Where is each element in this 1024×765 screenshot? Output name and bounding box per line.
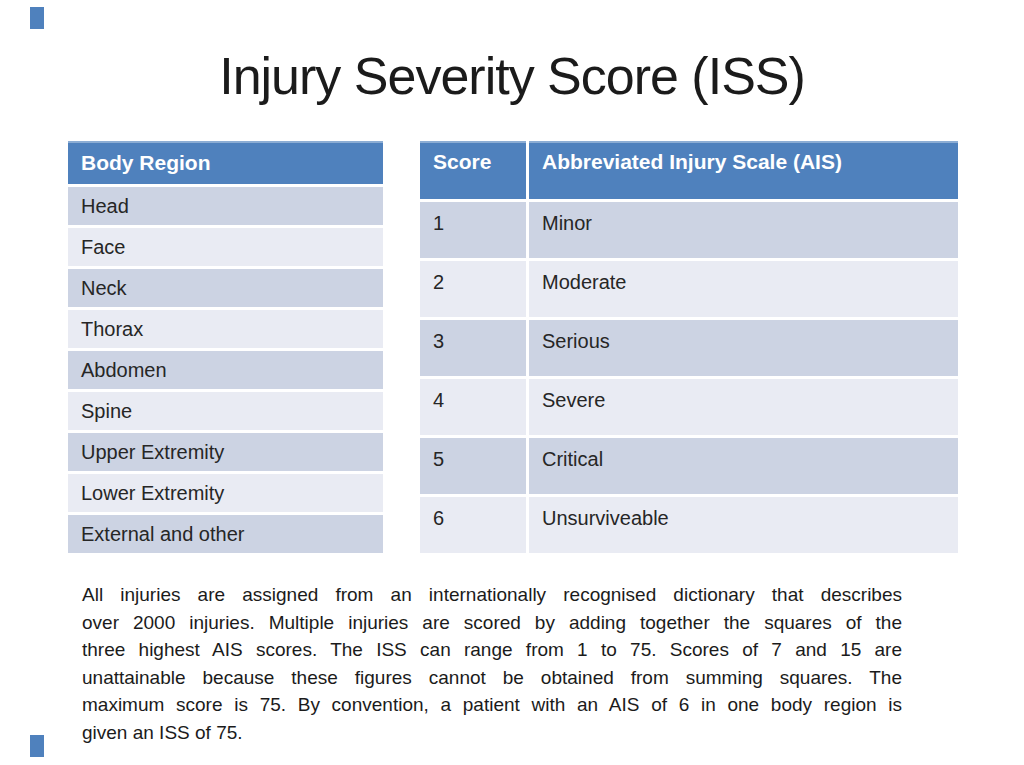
ais-severity-cell: Critical	[529, 438, 958, 494]
body-region-table-rows: HeadFaceNeckThoraxAbdomenSpineUpper Extr…	[68, 187, 383, 553]
ais-score-cell: 6	[420, 497, 526, 553]
ais-score-table: Score Abbreviated Injury Scale (AIS) 1Mi…	[420, 141, 958, 553]
slide-decoration-bar-top-left	[30, 7, 44, 29]
ais-score-row: 6Unsurviveable	[420, 497, 958, 553]
slide-title: Injury Severity Score (ISS)	[0, 46, 1024, 106]
body-region-row: External and other	[68, 515, 383, 553]
body-region-row: Head	[68, 187, 383, 225]
ais-score-cell: 2	[420, 261, 526, 317]
body-region-table: Body Region HeadFaceNeckThoraxAbdomenSpi…	[68, 141, 383, 553]
ais-score-cell: 1	[420, 202, 526, 258]
body-region-table-header: Body Region	[68, 141, 383, 184]
ais-severity-cell: Unsurviveable	[529, 497, 958, 553]
ais-score-row: 2Moderate	[420, 261, 958, 317]
ais-score-row: 4Severe	[420, 379, 958, 435]
ais-severity-cell: Minor	[529, 202, 958, 258]
slide-decoration-bar-bottom-left	[30, 735, 44, 757]
ais-score-row: 5Critical	[420, 438, 958, 494]
description-line: All injuries are assigned from an intern…	[82, 581, 902, 609]
ais-score-table-header-row: Score Abbreviated Injury Scale (AIS)	[420, 141, 958, 199]
ais-score-row: 3Serious	[420, 320, 958, 376]
ais-score-cell: 4	[420, 379, 526, 435]
description-line: over 2000 injuries. Multiple injuries ar…	[82, 609, 902, 637]
description-line: maximum score is 75. By convention, a pa…	[82, 691, 902, 719]
body-region-row: Spine	[68, 392, 383, 430]
ais-score-cell: 5	[420, 438, 526, 494]
ais-score-cell: 3	[420, 320, 526, 376]
body-region-row: Thorax	[68, 310, 383, 348]
body-region-row: Abdomen	[68, 351, 383, 389]
ais-score-row: 1Minor	[420, 202, 958, 258]
ais-scale-header-cell: Abbreviated Injury Scale (AIS)	[529, 141, 958, 199]
description-line: unattainable because these figures canno…	[82, 664, 902, 692]
ais-score-table-rows: 1Minor2Moderate3Serious4Severe5Critical6…	[420, 202, 958, 553]
body-region-row: Neck	[68, 269, 383, 307]
ais-severity-cell: Serious	[529, 320, 958, 376]
slide: Injury Severity Score (ISS) Body Region …	[0, 0, 1024, 765]
body-region-row: Face	[68, 228, 383, 266]
body-region-row: Lower Extremity	[68, 474, 383, 512]
description-line: three highest AIS scores. The ISS can ra…	[82, 636, 902, 664]
ais-severity-cell: Moderate	[529, 261, 958, 317]
body-region-row: Upper Extremity	[68, 433, 383, 471]
ais-severity-cell: Severe	[529, 379, 958, 435]
description-paragraph: All injuries are assigned from an intern…	[82, 581, 902, 746]
description-line: given an ISS of 75.	[82, 719, 902, 747]
ais-score-header-cell: Score	[420, 141, 526, 199]
